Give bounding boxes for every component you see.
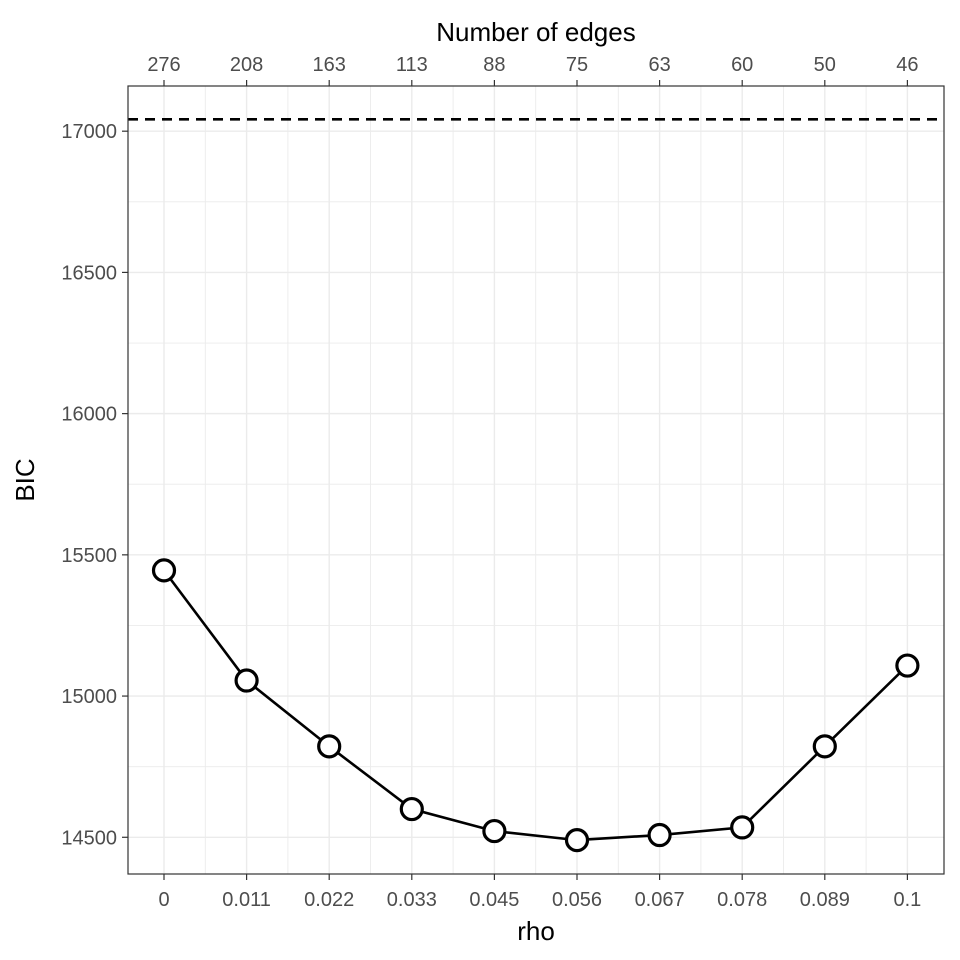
y-tick-label: 14500 [61, 827, 117, 849]
data-point [647, 822, 672, 848]
top-tick-label: 75 [566, 54, 588, 76]
top-tick-label: 276 [147, 54, 180, 76]
x-tick-label: 0.056 [552, 889, 602, 911]
y-tick-label: 15500 [61, 545, 117, 567]
x-axis-title: rho [517, 916, 555, 946]
y-axis-ticks: 14500 15000 15500 16000 16500 17000 [61, 121, 128, 849]
y-tick-label: 17000 [61, 121, 117, 143]
top-tick-label: 63 [648, 54, 670, 76]
data-point [482, 818, 507, 844]
top-axis-ticks: 276 208 163 113 88 75 63 60 50 46 [147, 54, 919, 86]
x-tick-label: 0.078 [717, 889, 767, 911]
data-points [151, 558, 920, 853]
panel-border [127, 85, 945, 875]
top-tick-label: 163 [313, 54, 346, 76]
top-tick-label: 46 [896, 54, 918, 76]
x-tick-label: 0.033 [387, 889, 437, 911]
series-line [162, 569, 909, 842]
top-axis-title: Number of edges [436, 17, 635, 47]
x-tick-label: 0.1 [893, 889, 921, 911]
y-tick-label: 16500 [61, 262, 117, 284]
x-tick-label: 0.045 [469, 889, 519, 911]
data-point [317, 734, 342, 759]
x-tick-label: 0.089 [800, 889, 850, 911]
data-point [895, 653, 920, 678]
top-tick-label: 208 [230, 54, 263, 76]
x-tick-label: 0.022 [304, 889, 354, 911]
top-tick-label: 88 [483, 54, 505, 76]
data-point [564, 828, 590, 853]
x-axis-ticks: 0 0.011 0.022 0.033 0.045 0.056 0.067 0.078 0.08… [158, 874, 921, 911]
top-tick-label: 113 [396, 54, 428, 76]
x-tick-label: 0.011 [222, 889, 271, 911]
top-tick-label: 50 [814, 54, 836, 76]
data-point [812, 734, 837, 759]
top-tick-label: 60 [731, 54, 753, 76]
x-tick-label: 0 [158, 889, 169, 911]
y-tick-label: 16000 [61, 404, 117, 426]
x-tick-label: 0.067 [635, 889, 685, 911]
data-point [234, 668, 259, 693]
data-point [399, 796, 424, 822]
data-point [151, 558, 177, 583]
y-axis-title: BIC [10, 458, 40, 501]
y-tick-label: 15000 [61, 686, 117, 708]
data-point [730, 815, 755, 840]
